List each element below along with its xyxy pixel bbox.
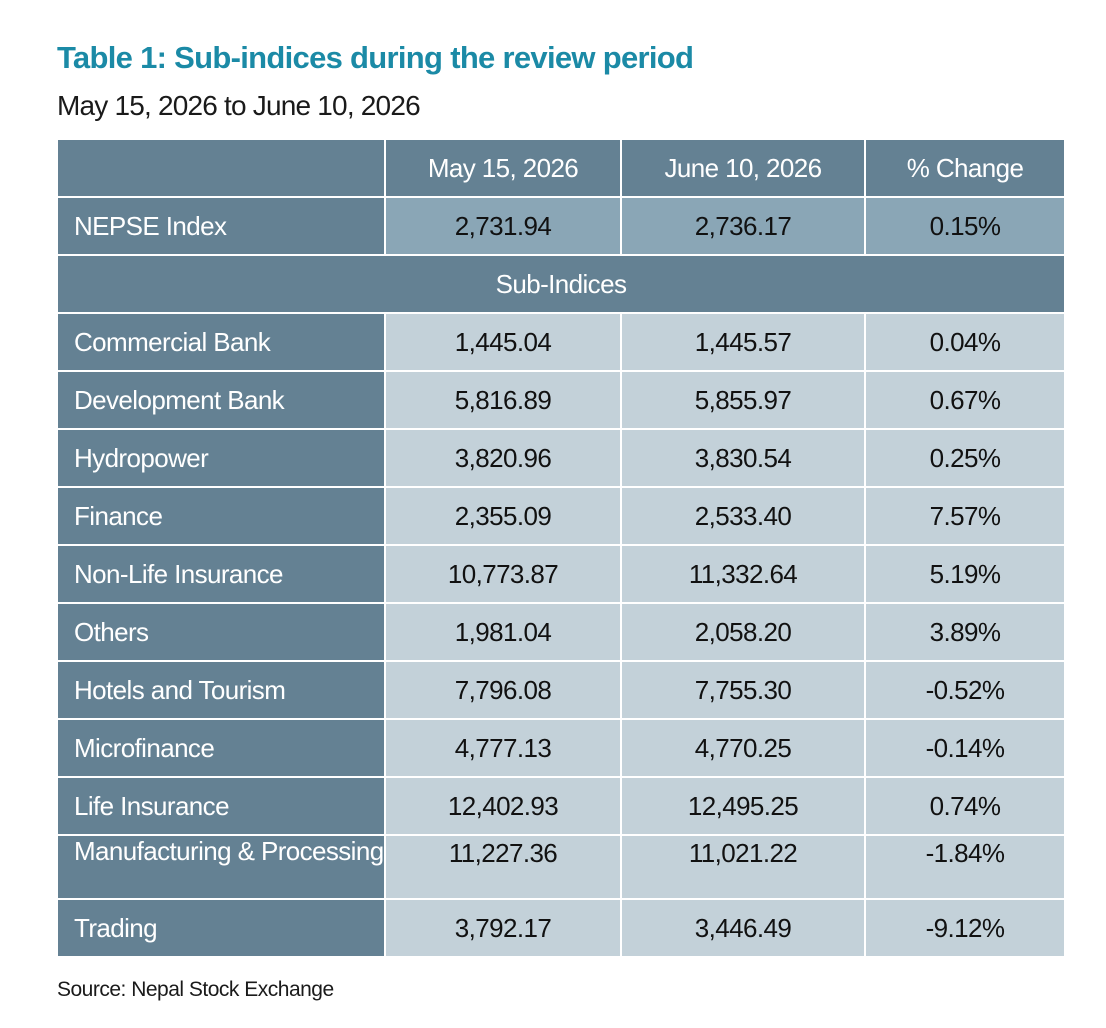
row-label: Life Insurance	[56, 776, 386, 836]
row-change: -9.12%	[864, 898, 1066, 958]
header-cell-june: June 10, 2026	[620, 138, 866, 198]
nepse-june: 2,736.17	[620, 196, 866, 256]
table-row: Trading 3,792.17 3,446.49 -9.12%	[56, 898, 1066, 958]
row-change: 0.74%	[864, 776, 1066, 836]
row-may: 3,792.17	[384, 898, 622, 958]
row-change: 5.19%	[864, 544, 1066, 604]
header-cell-blank	[56, 138, 386, 198]
table-row: Commercial Bank 1,445.04 1,445.57 0.04%	[56, 312, 1066, 372]
table-row: Non-Life Insurance 10,773.87 11,332.64 5.19…	[56, 544, 1066, 604]
source-note: Source: Nepal Stock Exchange	[57, 978, 334, 1001]
section-label: Sub-Indices	[56, 254, 1066, 314]
row-may: 7,796.08	[384, 660, 622, 720]
row-label: Development Bank	[56, 370, 386, 430]
table-row: Life Insurance 12,402.93 12,495.25 0.74%	[56, 776, 1066, 836]
table-row: Hydropower 3,820.96 3,830.54 0.25%	[56, 428, 1066, 488]
row-change: 0.25%	[864, 428, 1066, 488]
row-change: 7.57%	[864, 486, 1066, 546]
header-row: May 15, 2026 June 10, 2026 % Change	[56, 138, 1066, 198]
row-change: -0.52%	[864, 660, 1066, 720]
table-title: Table 1: Sub-indices during the review p…	[57, 40, 694, 75]
row-change: 0.67%	[864, 370, 1066, 430]
row-june: 5,855.97	[620, 370, 866, 430]
row-change: -1.84%	[864, 834, 1066, 900]
table-body: NEPSE Index 2,731.94 2,736.17 0.15% Sub-…	[56, 196, 1066, 958]
header-cell-may: May 15, 2026	[384, 138, 622, 198]
row-label: Non-Life Insurance	[56, 544, 386, 604]
table-row: Others 1,981.04 2,058.20 3.89%	[56, 602, 1066, 662]
table-row: Development Bank 5,816.89 5,855.97 0.67%	[56, 370, 1066, 430]
row-may: 2,355.09	[384, 486, 622, 546]
row-may: 10,773.87	[384, 544, 622, 604]
table-row: Hotels and Tourism 7,796.08 7,755.30 -0.52%	[56, 660, 1066, 720]
row-june: 3,446.49	[620, 898, 866, 958]
table-row: Microfinance 4,777.13 4,770.25 -0.14%	[56, 718, 1066, 778]
row-june: 7,755.30	[620, 660, 866, 720]
nepse-row: NEPSE Index 2,731.94 2,736.17 0.15%	[56, 196, 1066, 256]
nepse-label: NEPSE Index	[56, 196, 386, 256]
row-june: 12,495.25	[620, 776, 866, 836]
header-cell-change: % Change	[864, 138, 1066, 198]
row-label: Hotels and Tourism	[56, 660, 386, 720]
row-may: 1,445.04	[384, 312, 622, 372]
row-june: 11,021.22	[620, 834, 866, 900]
row-label: Finance	[56, 486, 386, 546]
row-june: 2,533.40	[620, 486, 866, 546]
row-may: 5,816.89	[384, 370, 622, 430]
row-label: Trading	[56, 898, 386, 958]
section-row: Sub-Indices	[56, 254, 1066, 314]
row-may: 11,227.36	[384, 834, 622, 900]
row-may: 12,402.93	[384, 776, 622, 836]
row-label: Manufacturing & Processing	[56, 834, 386, 900]
row-may: 1,981.04	[384, 602, 622, 662]
row-label: Hydropower	[56, 428, 386, 488]
row-june: 11,332.64	[620, 544, 866, 604]
row-june: 1,445.57	[620, 312, 866, 372]
row-label: Commercial Bank	[56, 312, 386, 372]
table-subtitle: May 15, 2026 to June 10, 2026	[57, 90, 421, 121]
table-row: Manufacturing & Processing 11,227.36 11,02…	[56, 834, 1066, 900]
row-june: 2,058.20	[620, 602, 866, 662]
row-may: 4,777.13	[384, 718, 622, 778]
row-change: -0.14%	[864, 718, 1066, 778]
row-label: Others	[56, 602, 386, 662]
row-may: 3,820.96	[384, 428, 622, 488]
sub-indices-table: May 15, 2026 June 10, 2026 % Change NEPS…	[56, 138, 1066, 958]
row-change: 0.04%	[864, 312, 1066, 372]
row-change: 3.89%	[864, 602, 1066, 662]
nepse-change: 0.15%	[864, 196, 1066, 256]
table-row: Finance 2,355.09 2,533.40 7.57%	[56, 486, 1066, 546]
row-june: 4,770.25	[620, 718, 866, 778]
row-june: 3,830.54	[620, 428, 866, 488]
nepse-may: 2,731.94	[384, 196, 622, 256]
row-label: Microfinance	[56, 718, 386, 778]
